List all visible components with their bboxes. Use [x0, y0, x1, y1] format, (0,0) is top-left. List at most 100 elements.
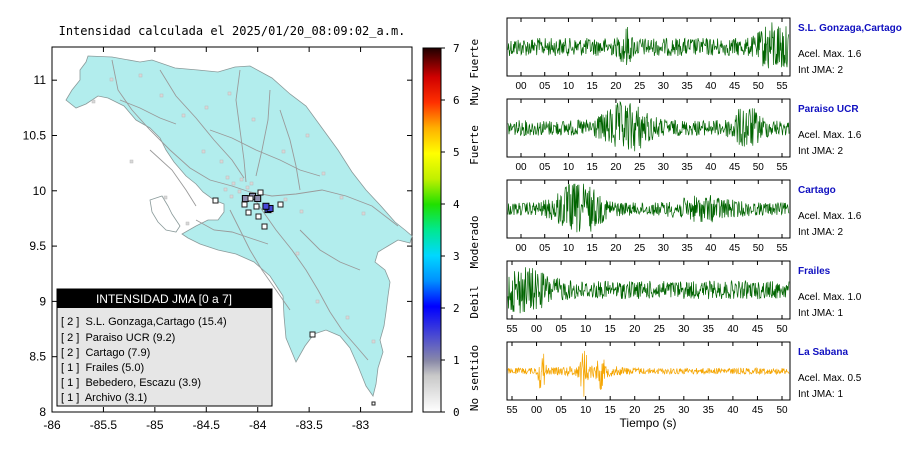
seismogram-xlabel: Tiempo (s): [620, 416, 677, 430]
trace-tick-label: 50: [753, 162, 765, 173]
trace-tick-label: 50: [776, 405, 788, 416]
map-x-tick-label: -84.5: [193, 418, 221, 432]
colorbar-category-label: No sentido: [468, 345, 481, 411]
colorbar-tick-label: 2: [453, 302, 460, 315]
trace-tick-label: 35: [703, 405, 715, 416]
map-y-tick-label: 11: [34, 73, 47, 87]
colorbar-tick-label: 0: [453, 406, 460, 419]
trace-tick-label: 05: [539, 243, 551, 254]
trace-tick-label: 05: [556, 324, 568, 335]
costa-rica-land: [65, 55, 413, 397]
waveform-line: [507, 350, 790, 397]
trace-tick-label: 55: [506, 405, 518, 416]
colorbar-categories: Muy Fuerte Fuerte Moderado Debil No sentido: [468, 39, 481, 411]
legend-item: [ 1 ] Archivo (3.1): [61, 392, 147, 404]
int-jma-label: Int JMA: 2: [798, 146, 843, 157]
trace-tick-label: 20: [610, 243, 622, 254]
trace-tick-label: 00: [531, 324, 543, 335]
trace-tick-label: 45: [752, 405, 764, 416]
colorbar-category-label: Muy Fuerte: [468, 39, 481, 105]
trace-tick-label: 05: [539, 81, 551, 92]
seismogram-panel: 00 05 10 15 20 25 30 35 40 45 50 55 S.L. Gonzaga,Car…: [506, 17, 902, 416]
map-y-tick-label: 10.5: [23, 128, 47, 142]
map-y-tick-label: 10: [33, 184, 47, 198]
intensity-legend: INTENSIDAD JMA [0 a 7] [ 2 ] S.L. Gonzag…: [56, 288, 273, 407]
map-x-tick-label: -83: [352, 418, 370, 432]
trace-tick-label: 55: [776, 81, 788, 92]
trace-tick-label: 30: [658, 81, 670, 92]
trace-tick-label: 45: [752, 324, 764, 335]
trace-tick-label: 55: [776, 243, 788, 254]
trace-tick-label: 15: [605, 405, 617, 416]
int-jma-label: Int JMA: 1: [798, 389, 843, 400]
map-y-tick-label: 9.5: [29, 239, 46, 253]
colorbar-category-label: Debil: [468, 285, 481, 318]
trace-tick-label: 30: [678, 405, 690, 416]
legend-item: [ 2 ] Paraiso UCR (9.2): [61, 332, 175, 344]
station-name: La Sabana: [798, 347, 848, 358]
station-name: S.L. Gonzaga,Cartago: [798, 23, 902, 34]
acel-max-label: Acel. Max. 1.6: [798, 49, 862, 60]
trace-tick-label: 30: [658, 162, 670, 173]
colorbar-category-label: Fuerte: [468, 125, 481, 165]
station-marker: [262, 202, 270, 210]
trace-tick-label: 40: [727, 324, 739, 335]
colorbar-tick-label: 4: [453, 198, 460, 211]
map-x-tick-label: -86: [43, 418, 61, 432]
trace-tick-label: 25: [634, 81, 646, 92]
legend-header: [57, 289, 272, 308]
map-y-axis: 11 10.5 10 9.5 9 8.5 8: [23, 73, 412, 419]
legend-item: [ 1 ] Bebedero, Escazu (3.9): [61, 377, 201, 389]
waveform-line: [507, 267, 790, 314]
station-squares: [212, 189, 376, 406]
trace-tick-label: 00: [515, 243, 527, 254]
map-x-tick-label: -84: [249, 418, 267, 432]
trace-tick-label: 40: [705, 243, 717, 254]
trace-tick-label: 30: [658, 243, 670, 254]
trace-tick-label: 30: [678, 324, 690, 335]
trace-tick-label: 25: [634, 162, 646, 173]
trace-tick-label: 20: [610, 81, 622, 92]
map-y-tick-label: 8.5: [29, 350, 46, 364]
map-x-tick-label: -85: [146, 418, 164, 432]
trace-tick-label: 15: [587, 243, 599, 254]
nicoya-gulf: [149, 195, 181, 233]
station-marker: [254, 195, 262, 203]
trace-tick-label: 05: [539, 162, 551, 173]
seismogram-trace: 00 05 10 15 20 25 30 35 40 45 50 55 S.L. Gonzaga,Car…: [506, 17, 902, 92]
trace-tick-label: 40: [727, 405, 739, 416]
trace-tick-label: 00: [515, 81, 527, 92]
map-panel: -86 -85.5 -85 -84.5 -84 -83.5 -83 11 10.5 10 9.5 9…: [23, 46, 413, 432]
trace-tick-label: 15: [587, 162, 599, 173]
seismogram-trace: 00 05 10 15 20 25 30 35 40 45 50 55 Cartago Acel. Max…: [506, 179, 862, 254]
trace-tick-label: 25: [654, 324, 666, 335]
seismogram-trace: 55 00 05 10 15 20 25 30 35 40 45 50 La Sabana Acel. M…: [506, 341, 862, 416]
trace-tick-label: 20: [610, 162, 622, 173]
trace-tick-label: 25: [654, 405, 666, 416]
intensity-colorbar: 7 6 5 4 3 2 1 0 Muy Fuerte Fuerte Moderado Debil No…: [422, 39, 481, 419]
colorbar-tick-label: 3: [453, 250, 460, 263]
trace-tick-label: 25: [634, 243, 646, 254]
trace-tick-label: 45: [729, 81, 741, 92]
station-name: Frailes: [798, 266, 831, 277]
trace-tick-label: 10: [580, 405, 592, 416]
trace-tick-label: 50: [753, 81, 765, 92]
acel-max-label: Acel. Max. 1.6: [798, 211, 862, 222]
int-jma-label: Int JMA: 2: [798, 65, 843, 76]
acel-max-label: Acel. Max. 0.5: [798, 373, 862, 384]
seismogram-trace: 55 00 05 10 15 20 25 30 35 40 45 50 Frailes Acel. Max…: [506, 260, 862, 335]
trace-tick-label: 05: [556, 405, 568, 416]
trace-tick-label: 35: [682, 81, 694, 92]
colorbar-tick-label: 5: [453, 146, 460, 159]
waveform-line: [507, 101, 790, 152]
trace-tick-label: 20: [629, 405, 641, 416]
colorbar-tick-label: 1: [453, 354, 460, 367]
station-marker: [241, 195, 249, 203]
colorbar-gradient: [422, 47, 442, 413]
acel-max-label: Acel. Max. 1.6: [798, 130, 862, 141]
trace-tick-label: 50: [753, 243, 765, 254]
trace-tick-label: 15: [605, 324, 617, 335]
colorbar-tick-label: 6: [453, 94, 460, 107]
legend-title: INTENSIDAD JMA [0 a 7]: [96, 292, 232, 306]
waveform-line: [507, 183, 790, 233]
